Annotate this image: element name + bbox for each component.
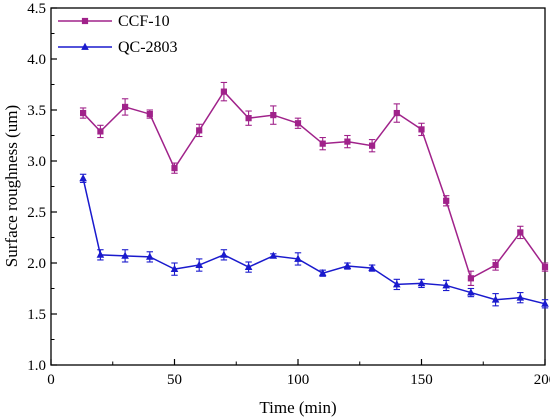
series-layer <box>79 81 549 309</box>
y-axis-title: Surface roughness (um) <box>2 105 21 267</box>
data-point <box>171 165 178 172</box>
data-point <box>516 293 525 301</box>
data-point <box>368 142 376 149</box>
legend-label: QC-2803 <box>118 39 178 56</box>
series-line <box>82 178 546 305</box>
data-point <box>319 140 326 147</box>
data-point <box>318 268 327 277</box>
data-point <box>418 126 425 133</box>
data-point <box>196 127 203 134</box>
data-point <box>443 197 450 204</box>
data-point <box>442 281 450 289</box>
x-tick-label: 100 <box>287 372 310 388</box>
y-tick-label: 3.5 <box>27 103 46 119</box>
legend-marker <box>81 17 89 25</box>
x-tick-label: 200 <box>534 372 550 388</box>
data-point <box>269 251 278 259</box>
data-point <box>467 275 475 282</box>
data-point <box>170 264 179 273</box>
data-point <box>220 250 228 258</box>
data-point <box>541 263 549 271</box>
data-point <box>80 109 87 117</box>
series-ccf-10 <box>79 81 549 286</box>
data-point <box>97 128 104 135</box>
x-tick-label: 50 <box>167 372 182 388</box>
data-point <box>541 299 549 307</box>
data-point <box>344 138 351 145</box>
data-point <box>294 254 302 262</box>
y-tick-label: 1.0 <box>27 358 46 374</box>
y-tick-label: 2.0 <box>27 256 46 272</box>
series-line <box>82 90 546 280</box>
y-tick-label: 1.5 <box>27 307 46 323</box>
data-point <box>491 295 500 303</box>
y-tick-label: 4.5 <box>27 1 46 17</box>
data-point <box>244 262 253 270</box>
x-tick-label: 0 <box>47 372 55 388</box>
data-point <box>121 251 129 259</box>
y-tick-label: 2.5 <box>27 205 46 221</box>
data-point <box>146 252 154 260</box>
data-point <box>368 263 376 272</box>
plot-frame <box>50 7 546 366</box>
y-tick-label: 3.0 <box>27 154 46 170</box>
series-qc-2803 <box>79 173 549 309</box>
data-point <box>343 261 352 269</box>
data-point <box>517 229 524 236</box>
data-point <box>245 115 252 122</box>
x-axis-title: Time (min) <box>259 398 336 417</box>
legend-marker <box>81 42 89 50</box>
legend: CCF-10 QC-2803 <box>58 13 178 56</box>
data-point <box>79 174 87 182</box>
data-point <box>492 261 499 269</box>
legend-label: CCF-10 <box>118 13 170 30</box>
data-point <box>294 120 302 127</box>
y-tick-label: 4.0 <box>27 52 46 68</box>
data-point <box>195 260 203 268</box>
data-point <box>393 109 400 117</box>
data-point <box>393 280 401 288</box>
data-point <box>220 88 228 95</box>
data-point <box>417 279 426 287</box>
data-point <box>122 103 129 111</box>
data-point <box>467 288 475 296</box>
data-point <box>146 110 153 118</box>
x-tick-label: 150 <box>410 372 433 388</box>
axis-ticks: 0 50 100 150 200 1.0 1.5 2.0 2.5 3.0 3.5 4.0 4.5 <box>27 1 550 388</box>
data-point <box>270 112 277 119</box>
data-point <box>96 250 105 258</box>
